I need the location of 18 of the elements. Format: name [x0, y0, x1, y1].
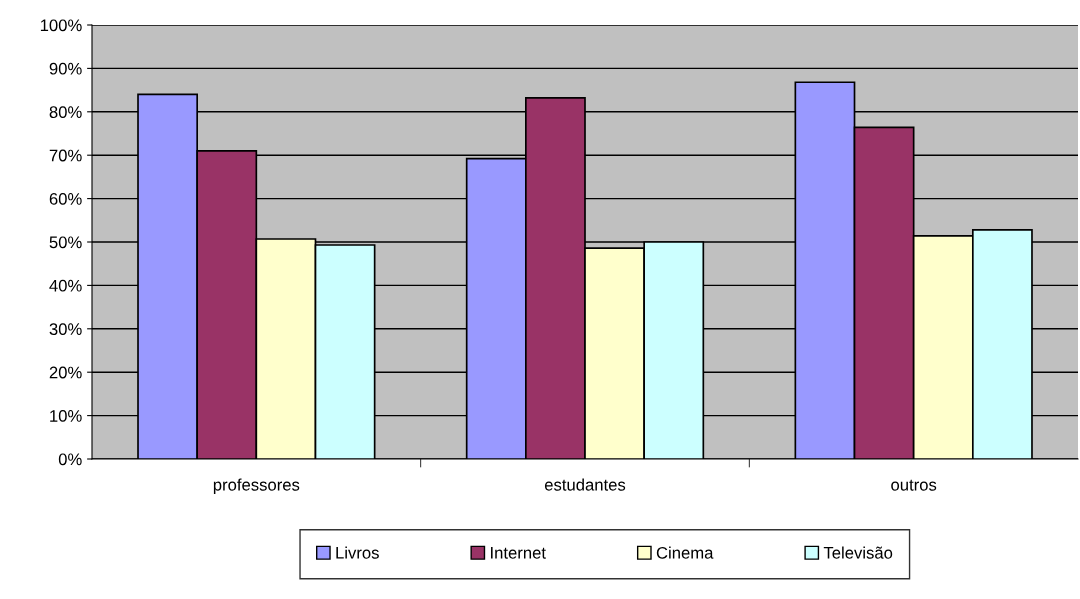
y-tick-label: 60% — [49, 193, 82, 205]
y-tick-label: 70% — [49, 149, 82, 162]
legend-label: Livros — [336, 546, 379, 559]
x-tick-label: outros — [891, 479, 937, 491]
y-tick-label: 0% — [58, 453, 82, 466]
x-tick-label: professores — [213, 478, 300, 494]
x-tick-label: estudantes — [544, 478, 626, 491]
y-tick-label: 80% — [49, 106, 82, 118]
legend-label: Internet — [491, 547, 546, 559]
y-tick-label: 10% — [50, 410, 82, 422]
legend-label: Cinema — [656, 546, 714, 559]
y-tick-label: 100% — [40, 19, 82, 32]
y-tick-label: 40% — [49, 279, 82, 292]
y-tick-label: 50% — [49, 236, 82, 249]
y-tick-label: 20% — [49, 366, 82, 379]
legend-label: Televisão — [823, 546, 893, 559]
y-tick-label: 30% — [49, 323, 82, 335]
y-tick-label: 90% — [49, 62, 82, 75]
